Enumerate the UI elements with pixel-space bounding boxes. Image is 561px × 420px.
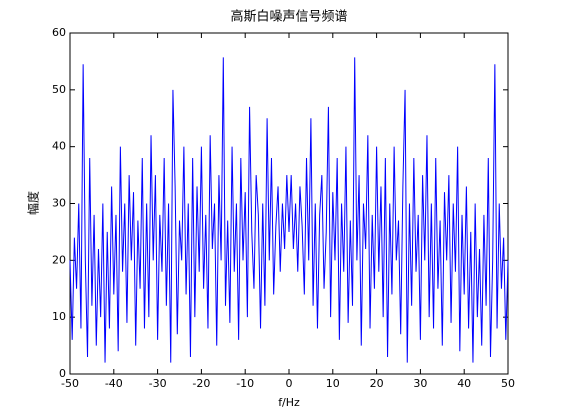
y-tick-label: 40 [52, 140, 66, 153]
chart-title: 高斯白噪声信号频谱 [230, 9, 347, 25]
y-tick-label: 10 [52, 310, 66, 323]
x-tick-label: 50 [501, 377, 515, 390]
y-tick-label: 30 [52, 197, 66, 210]
y-tick-label: 20 [52, 253, 66, 266]
x-tick-label: 30 [413, 377, 427, 390]
y-tick-label: 50 [52, 83, 66, 96]
x-tick-label: -10 [236, 377, 254, 390]
y-tick-label: 60 [52, 26, 66, 39]
x-tick-label: -40 [105, 377, 123, 390]
x-tick-label: -20 [192, 377, 210, 390]
y-axis-label: 幅度 [26, 191, 41, 215]
x-tick-label: 10 [326, 377, 340, 390]
x-axis-label: f/Hz [278, 396, 300, 409]
x-tick-label: 0 [286, 377, 293, 390]
x-tick-label: 40 [457, 377, 471, 390]
y-tick-label: 0 [59, 367, 66, 380]
x-tick-label: 20 [370, 377, 384, 390]
x-tick-label: -50 [61, 377, 79, 390]
line-series [69, 57, 509, 363]
x-tick-label: -30 [149, 377, 167, 390]
